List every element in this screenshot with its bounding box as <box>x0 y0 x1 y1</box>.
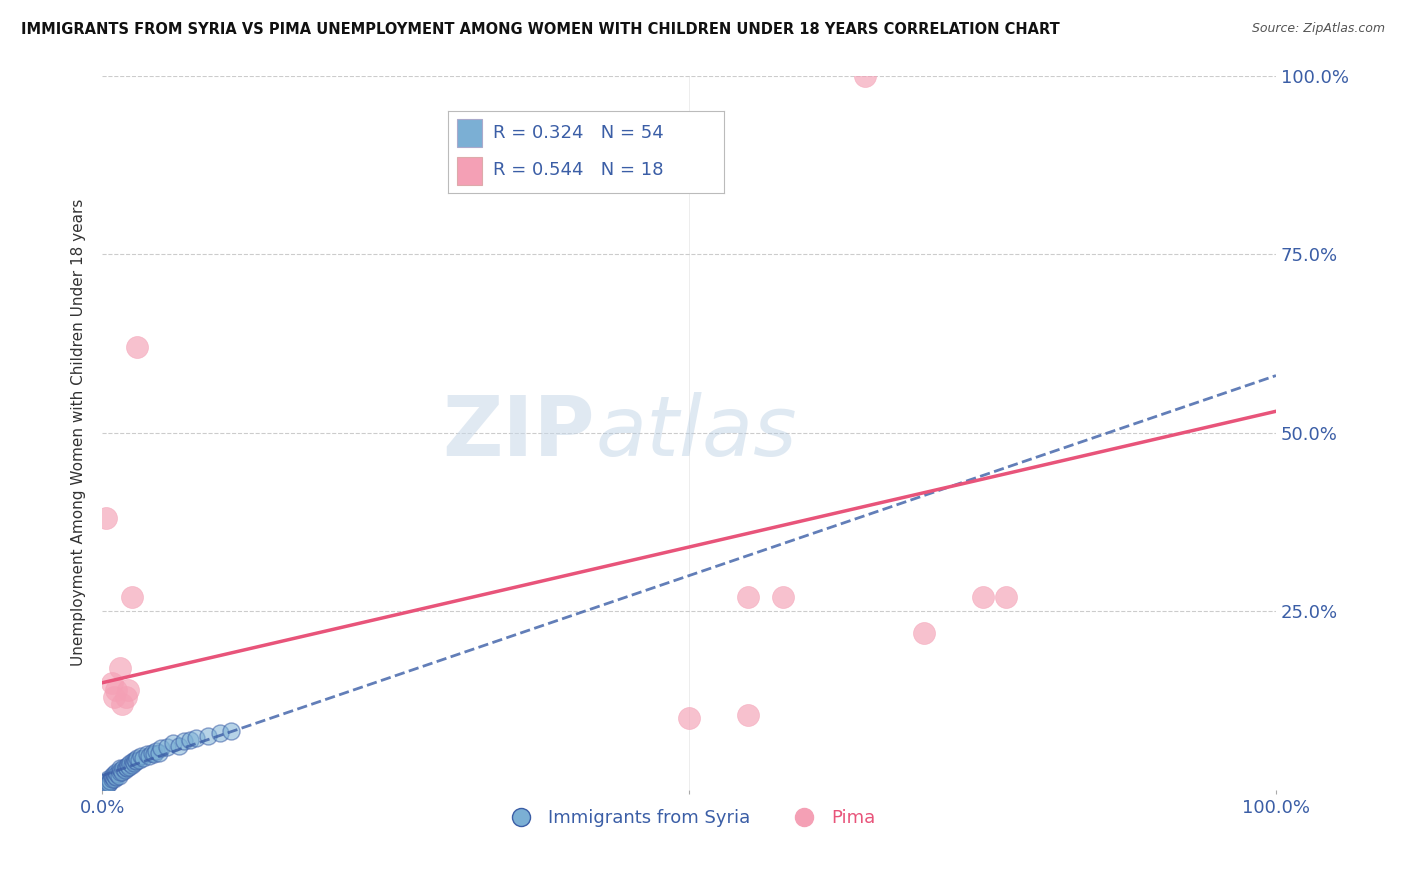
Text: IMMIGRANTS FROM SYRIA VS PIMA UNEMPLOYMENT AMONG WOMEN WITH CHILDREN UNDER 18 YE: IMMIGRANTS FROM SYRIA VS PIMA UNEMPLOYME… <box>21 22 1060 37</box>
Point <box>972 590 994 604</box>
Point <box>104 769 127 783</box>
Point <box>108 762 131 776</box>
Point <box>121 755 143 769</box>
Point <box>737 707 759 722</box>
Point <box>107 769 129 783</box>
Point <box>912 625 935 640</box>
Y-axis label: Unemployment Among Women with Children Under 18 years: Unemployment Among Women with Children U… <box>72 199 86 666</box>
Point <box>94 777 117 791</box>
Point <box>100 774 122 789</box>
Point <box>853 69 876 83</box>
Point <box>145 744 167 758</box>
Point <box>111 765 134 780</box>
Point <box>121 758 143 772</box>
Point <box>108 661 131 675</box>
Text: Source: ZipAtlas.com: Source: ZipAtlas.com <box>1251 22 1385 36</box>
Point <box>125 755 148 769</box>
Text: atlas: atlas <box>595 392 797 474</box>
Point <box>678 711 700 725</box>
Point <box>135 747 157 762</box>
Point <box>156 740 179 755</box>
Point <box>995 590 1018 604</box>
Point <box>124 753 146 767</box>
Point <box>111 697 134 711</box>
Point <box>142 747 165 762</box>
Point <box>167 739 190 753</box>
Point <box>127 751 149 765</box>
Point <box>221 724 243 739</box>
Point <box>148 746 170 760</box>
Point <box>132 751 155 765</box>
Point <box>128 753 150 767</box>
Point <box>110 763 132 777</box>
Point <box>98 776 121 790</box>
Point <box>138 748 160 763</box>
Point <box>127 340 149 354</box>
Point <box>114 763 136 777</box>
Point <box>149 741 172 756</box>
Point <box>184 731 207 746</box>
Point <box>173 734 195 748</box>
Point <box>103 767 125 781</box>
Point <box>114 690 136 704</box>
Point <box>162 736 184 750</box>
Point <box>105 770 128 784</box>
Point <box>117 682 139 697</box>
Point <box>122 756 145 770</box>
Point <box>737 590 759 604</box>
Point <box>100 772 122 787</box>
Point <box>114 760 136 774</box>
Point <box>117 758 139 772</box>
Point <box>100 675 122 690</box>
Point <box>94 511 117 525</box>
Point <box>129 748 152 763</box>
Point <box>197 729 219 743</box>
Point <box>97 777 120 791</box>
Point <box>115 762 138 776</box>
Legend: Immigrants from Syria, Pima: Immigrants from Syria, Pima <box>495 802 883 835</box>
Point <box>97 772 120 787</box>
Text: ZIP: ZIP <box>443 392 595 474</box>
Point <box>118 760 141 774</box>
Point <box>100 769 122 783</box>
Point <box>108 765 131 780</box>
Point <box>120 756 142 770</box>
Point <box>103 772 125 787</box>
Point <box>96 774 118 789</box>
Point <box>121 590 143 604</box>
Point <box>93 776 115 790</box>
Point <box>112 762 135 776</box>
Point <box>93 780 115 794</box>
Point <box>208 725 231 739</box>
Point <box>101 770 124 784</box>
Point <box>107 767 129 781</box>
Point <box>105 682 128 697</box>
Point <box>103 690 125 704</box>
Point <box>105 765 128 780</box>
Point <box>179 732 201 747</box>
Point <box>772 590 794 604</box>
Point <box>141 746 163 760</box>
